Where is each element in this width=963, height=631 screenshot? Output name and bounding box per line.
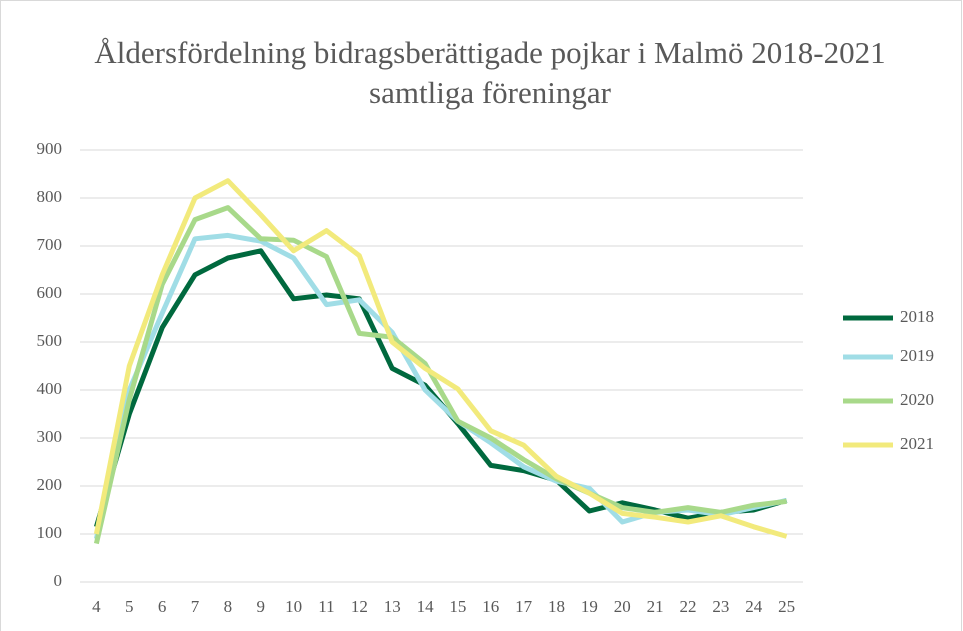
x-tick-label: 20 (614, 597, 631, 616)
legend-label: 2019 (900, 346, 934, 365)
chart-title: Åldersfördelning bidragsberättigade pojk… (94, 35, 885, 110)
x-tick-label: 6 (158, 597, 167, 616)
x-tick-label: 7 (191, 597, 200, 616)
y-tick-label: 500 (37, 331, 63, 350)
x-tick-label: 8 (224, 597, 233, 616)
y-tick-label: 300 (37, 427, 63, 446)
series-line (93, 205, 787, 545)
x-tick-label: 17 (515, 597, 533, 616)
x-tick-label: 5 (125, 597, 134, 616)
legend-label: 2020 (900, 390, 934, 409)
x-tick-label: 14 (417, 597, 435, 616)
x-tick-label: 22 (679, 597, 696, 616)
series-line (93, 178, 788, 539)
y-tick-label: 400 (37, 379, 63, 398)
x-tick-label: 16 (482, 597, 499, 616)
x-tick-label: 15 (449, 597, 466, 616)
y-tick-label: 100 (37, 523, 63, 542)
y-tick-label: 0 (54, 571, 63, 590)
x-tick-label: 9 (257, 597, 266, 616)
x-tick-label: 23 (712, 597, 729, 616)
x-tick-label: 10 (285, 597, 302, 616)
y-tick-label: 600 (37, 283, 63, 302)
x-tick-label: 21 (647, 597, 664, 616)
x-tick-label: 19 (581, 597, 598, 616)
x-tick-label: 4 (92, 597, 101, 616)
legend-label: 2018 (900, 307, 934, 326)
y-tick-label: 800 (37, 187, 63, 206)
legend-label: 2021 (900, 434, 934, 453)
x-tick-label: 11 (318, 597, 334, 616)
y-tick-label: 700 (37, 235, 63, 254)
x-tick-label: 13 (384, 597, 401, 616)
x-tick-label: 12 (351, 597, 368, 616)
y-tick-label: 200 (37, 475, 63, 494)
x-tick-label: 25 (778, 597, 795, 616)
y-tick-label: 900 (37, 139, 63, 158)
x-tick-label: 24 (745, 597, 763, 616)
x-tick-label: 18 (548, 597, 565, 616)
